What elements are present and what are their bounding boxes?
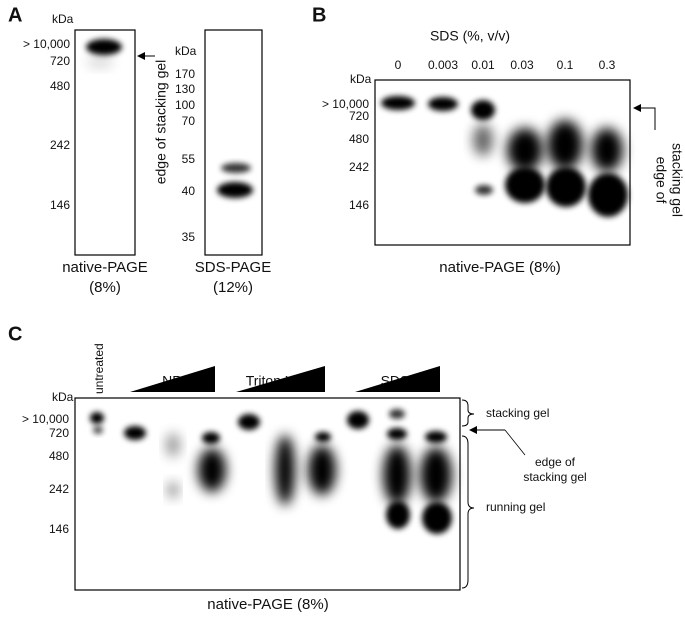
brace	[461, 399, 475, 427]
gel	[204, 29, 263, 256]
tick-label: 242	[50, 138, 70, 152]
annotation: stacking gel	[486, 406, 549, 420]
arrow	[633, 104, 656, 130]
tick-label: 40	[182, 184, 196, 198]
bands	[381, 96, 628, 217]
tick-label: 480	[349, 132, 369, 146]
tick-label: 242	[49, 482, 69, 496]
caption: SDS-PAGE	[195, 259, 271, 276]
lane-label: 0.3	[599, 58, 616, 72]
gradient-wedge	[236, 366, 325, 392]
tick-label: 100	[175, 98, 195, 112]
band	[221, 163, 251, 173]
annotation: running gel	[486, 500, 545, 514]
caption: native-PAGE (8%)	[207, 596, 328, 613]
leader-line	[504, 429, 526, 456]
band	[86, 39, 122, 55]
lane-label: untreated	[92, 343, 106, 394]
annotation: edge of	[535, 455, 576, 469]
band	[217, 182, 253, 198]
annotation: stacking gel	[523, 470, 586, 484]
tick-label: 35	[182, 230, 196, 244]
caption: native-PAGE	[62, 259, 148, 276]
panel-label: A	[8, 4, 22, 26]
tick-label: 720	[349, 109, 369, 123]
annotation: edge of	[653, 157, 669, 204]
header: SDS (%, v/v)	[430, 28, 510, 44]
gel	[374, 79, 631, 246]
lane-label: 0.01	[471, 58, 495, 72]
annotation: stacking gel	[669, 143, 685, 217]
tick-label: 720	[49, 426, 69, 440]
tick-label: 146	[50, 198, 70, 212]
unit: kDa	[52, 390, 74, 404]
lane-label: 0.03	[510, 58, 534, 72]
tick-label: > 10,000	[22, 412, 69, 426]
unit: kDa	[350, 72, 372, 86]
tick-label: > 10,000	[322, 97, 369, 111]
tick-label: 720	[50, 54, 70, 68]
gradient-wedge	[130, 366, 215, 392]
tick-label: 55	[182, 152, 196, 166]
tick-label: > 10,000	[23, 37, 70, 51]
gradient-wedge	[355, 366, 440, 392]
tick-label: 170	[175, 67, 195, 81]
tick-label: 146	[49, 522, 69, 536]
tick-label: 146	[349, 198, 369, 212]
tick-label: 480	[50, 79, 70, 93]
band	[86, 56, 114, 68]
unit: kDa	[175, 44, 197, 58]
lane-label: 0.1	[557, 58, 574, 72]
tick-label: 480	[49, 449, 69, 463]
brace	[461, 435, 475, 589]
lane-label: 0	[395, 58, 402, 72]
unit: kDa	[52, 12, 74, 26]
caption: (12%)	[213, 279, 253, 296]
caption: native-PAGE (8%)	[439, 259, 560, 276]
bands	[90, 409, 452, 534]
caption: (8%)	[89, 279, 121, 296]
tick-label: 130	[175, 82, 195, 96]
lane-label: 0.003	[428, 58, 458, 72]
annotation: edge of stacking gel	[153, 60, 169, 185]
panel-label: B	[312, 4, 326, 26]
tick-label: 70	[182, 114, 196, 128]
panel-label: C	[8, 323, 22, 345]
tick-label: 242	[349, 160, 369, 174]
